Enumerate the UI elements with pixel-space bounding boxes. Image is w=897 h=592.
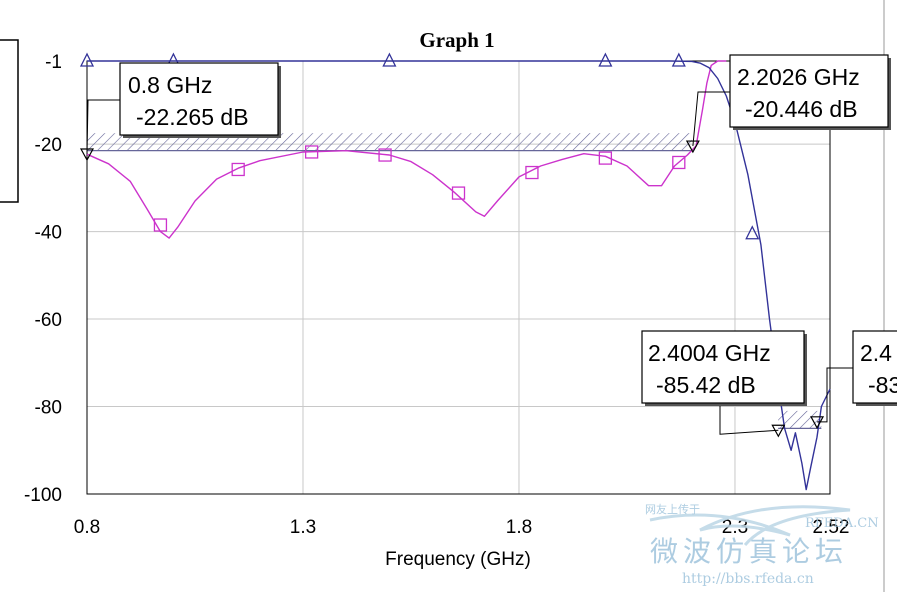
marker-freq: 0.8 GHz	[128, 72, 212, 98]
series-point-2	[745, 225, 760, 240]
series-point-1	[304, 145, 319, 159]
series-point-2	[79, 52, 95, 67]
left-panel-edge	[0, 39, 19, 203]
series-point-1	[231, 162, 245, 177]
y-tick-label: -60	[35, 310, 62, 331]
marker-box	[852, 330, 897, 404]
watermark-line4: RFEDA.CN	[805, 516, 879, 531]
x-axis-label: Frequency (GHz)	[385, 549, 531, 570]
marker-value: -20.446 dB	[745, 96, 858, 122]
y-tick-label: -20	[35, 135, 62, 156]
watermark: 网友上传于 RFEDA.CN 微波仿真论坛 http://bbs.rfeda.c…	[645, 502, 879, 587]
marker-box	[641, 330, 805, 404]
marker-callout-2: 2.2026 GHz -20.446 dB	[685, 54, 891, 154]
y-tick-label: -80	[35, 398, 62, 419]
series-point-1	[378, 148, 392, 162]
marker-leader	[692, 91, 730, 147]
series-point-2	[671, 52, 686, 67]
series-point-1	[153, 218, 168, 232]
marker-point	[810, 416, 825, 430]
marker-leader	[817, 367, 853, 423]
marker-point	[79, 148, 95, 162]
watermark-line1: 微波仿真论坛	[650, 535, 848, 568]
marker-box	[729, 54, 889, 128]
marker-value: -83	[868, 372, 897, 398]
x-tick-label: 1.8	[506, 517, 532, 538]
marker-value: -85.42 dB	[656, 372, 756, 398]
marker-value: -22.265 dB	[136, 104, 249, 130]
series-point-2	[598, 52, 613, 67]
x-tick-label: 2.52	[813, 517, 850, 538]
chart-title: Graph 1	[419, 28, 494, 52]
spec-band	[778, 410, 822, 429]
marker-point	[771, 424, 786, 438]
marker-freq: 2.2026 GHz	[737, 64, 860, 90]
series-line-1	[86, 60, 727, 239]
series-point-1	[672, 155, 686, 170]
marker-callout-1: 0.8 GHz -22.265 dB	[79, 62, 281, 162]
y-tick-label: -40	[35, 223, 62, 244]
series-point-2	[382, 52, 397, 67]
marker-callout-4: 2.4-83	[810, 330, 897, 430]
marker-callout-3: 2.4004 GHz -85.42 dB	[641, 330, 807, 438]
series-line-2	[87, 60, 831, 491]
series-point-1	[451, 186, 466, 200]
watermark-line2: http://bbs.rfeda.cn	[682, 571, 814, 587]
x-tick-label: 1.3	[290, 517, 316, 538]
marker-freq: 2.4004 GHz	[648, 340, 771, 366]
axis-ticks: 0.8 1.3 1.8 2.3 2.52-1-20-40-60-80-100	[24, 52, 850, 538]
series-point-1	[525, 165, 539, 180]
x-tick-label: 0.8	[74, 517, 100, 538]
y-tick-label: -100	[24, 485, 62, 506]
marker-freq: 2.4	[860, 340, 892, 366]
traces	[79, 52, 831, 491]
marker-callouts: 0.8 GHz -22.265 dB 2.2026 GHz -20.446 dB 2.4…	[79, 54, 897, 438]
marker-box	[119, 62, 279, 136]
marker-leader	[86, 99, 120, 155]
y-tick-label: -1	[45, 52, 62, 73]
series-point-1	[598, 151, 613, 165]
marker-leader	[719, 403, 779, 435]
watermark-line3: 网友上传于	[645, 502, 700, 516]
marker-point	[685, 140, 700, 154]
